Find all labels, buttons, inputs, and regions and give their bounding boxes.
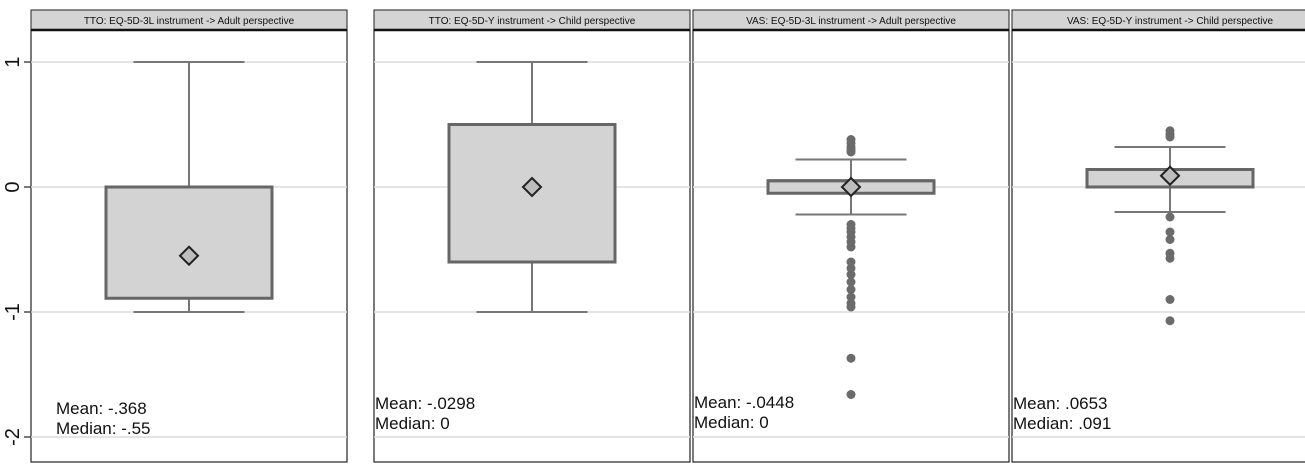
mean-marker	[178, 245, 200, 267]
outlier-point	[846, 147, 856, 157]
y-tick-label: 1	[2, 56, 24, 67]
outlier-point	[1165, 295, 1175, 304]
mean-marker	[521, 176, 543, 198]
outlier-point	[846, 285, 856, 294]
outlier-point	[846, 270, 856, 279]
mean-annotation: Mean: -.0448	[694, 393, 794, 412]
panel-title: VAS: EQ-5D-Y instrument -> Child perspec…	[1067, 16, 1274, 27]
median-annotation: Median: 0	[375, 414, 450, 433]
y-tick-label: 0	[2, 181, 24, 192]
outlier-point	[1165, 316, 1175, 326]
plot-area	[1011, 29, 1305, 463]
panel-title: VAS: EQ-5D-3L instrument -> Adult perspe…	[746, 16, 956, 27]
outlier-point	[846, 257, 856, 267]
outlier-point	[846, 242, 856, 252]
outlier-point	[1165, 253, 1175, 263]
outlier-point	[1165, 235, 1175, 244]
median-annotation: Median: 0	[694, 413, 769, 432]
outlier-point	[846, 277, 856, 287]
outlier-point	[1165, 227, 1175, 237]
outlier-point	[846, 353, 856, 363]
outlier-point	[846, 390, 856, 399]
mean-marker	[840, 176, 862, 198]
mean-annotation: Mean: -.368	[56, 399, 147, 418]
outlier-point	[846, 302, 856, 312]
y-tick-label: -1	[2, 303, 24, 321]
y-tick-label: -2	[2, 428, 24, 446]
median-annotation: Median: .091	[1013, 414, 1111, 433]
median-annotation: Median: -.55	[56, 419, 151, 438]
mean-annotation: Mean: .0653	[1013, 394, 1108, 413]
outlier-point	[1165, 132, 1175, 142]
panel-4: VAS: EQ-5D-Y instrument -> Child perspec…	[1011, 9, 1305, 463]
outlier-point	[846, 292, 856, 302]
iqr-box	[104, 185, 274, 300]
mean-marker	[1159, 165, 1181, 187]
panel-1: TTO: EQ-5D-3L instrument -> Adult perspe…	[30, 9, 348, 463]
panel-title: TTO: EQ-5D-3L instrument -> Adult perspe…	[84, 16, 295, 27]
panel-title: TTO: EQ-5D-Y instrument -> Child perspec…	[429, 16, 636, 27]
outlier-point	[1165, 212, 1175, 222]
mean-annotation: Mean: -.0298	[375, 394, 475, 413]
outlier-point	[846, 263, 856, 273]
panel-2: TTO: EQ-5D-Y instrument -> Child perspec…	[373, 9, 691, 463]
panel-3: VAS: EQ-5D-3L instrument -> Adult perspe…	[692, 9, 1010, 463]
